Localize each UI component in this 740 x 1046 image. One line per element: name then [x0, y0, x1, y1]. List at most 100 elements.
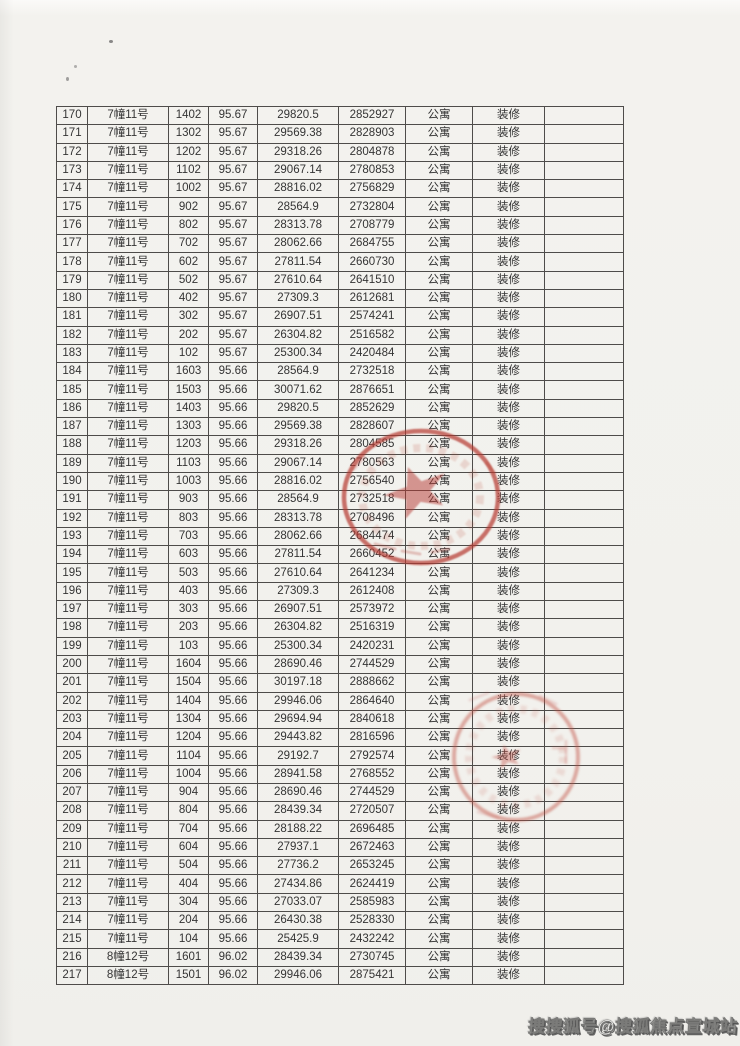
table-row: 206 7幢11号 1004 95.66 28941.58 2768552 公寓 装修	[56, 764, 624, 784]
table-cell: 装修	[472, 490, 545, 510]
table-cell: 公寓	[405, 380, 473, 400]
table-cell: 95.66	[208, 435, 258, 455]
table-cell: 96.02	[208, 947, 258, 967]
table-cell: 304	[168, 892, 209, 913]
table-cell: 28439.34	[257, 947, 339, 967]
table-row: 193 7幢11号 703 95.66 28062.66 2684474 公寓 装修	[56, 526, 624, 547]
table-cell: 95.66	[208, 490, 258, 510]
table-cell	[544, 581, 624, 602]
table-cell: 29067.14	[257, 160, 339, 181]
table-cell: 190	[56, 471, 88, 492]
table-cell	[544, 142, 624, 162]
table-cell: 公寓	[405, 581, 473, 602]
table-cell	[544, 929, 624, 949]
table-cell: 7幢11号	[87, 435, 169, 455]
table-cell: 1304	[168, 709, 209, 730]
table-cell	[544, 197, 624, 217]
table-cell: 603	[168, 545, 209, 565]
table-cell: 215	[56, 929, 88, 949]
table-cell: 7幢11号	[87, 691, 169, 711]
table-cell: 公寓	[405, 270, 473, 290]
table-cell: 7幢11号	[87, 673, 169, 693]
table-cell: 29443.82	[257, 728, 339, 748]
table-cell: 95.66	[208, 654, 258, 675]
table-cell	[544, 526, 624, 547]
table-row: 172 7幢11号 1202 95.67 29318.26 2804878 公寓 装修	[56, 142, 624, 162]
table-cell: 185	[56, 380, 88, 400]
table-cell: 95.67	[208, 215, 258, 236]
table-row: 214 7幢11号 204 95.66 26430.38 2528330 公寓 装修	[56, 911, 624, 931]
table-cell: 26430.38	[257, 911, 339, 931]
table-cell: 95.66	[208, 782, 258, 803]
table-cell: 175	[56, 197, 88, 217]
table-cell: 1104	[168, 746, 209, 766]
table-cell: 7幢11号	[87, 856, 169, 876]
table-cell	[544, 618, 624, 638]
table-cell: 198	[56, 618, 88, 638]
table-cell: 402	[168, 288, 209, 309]
table-cell: 2720507	[338, 801, 406, 821]
table-cell: 202	[168, 325, 209, 345]
table-cell: 公寓	[405, 179, 473, 199]
table-cell: 2876651	[338, 380, 406, 400]
table-cell: 26907.51	[257, 307, 339, 327]
table-cell	[544, 709, 624, 730]
table-cell	[544, 160, 624, 181]
table-cell: 7幢11号	[87, 782, 169, 803]
table-cell: 装修	[472, 270, 545, 290]
table-cell: 212	[56, 874, 88, 894]
table-cell: 公寓	[405, 563, 473, 583]
table-cell: 95.67	[208, 124, 258, 144]
table-cell: 公寓	[405, 124, 473, 144]
table-cell: 504	[168, 856, 209, 876]
table-cell: 96.02	[208, 965, 258, 986]
table-cell	[544, 947, 624, 967]
table-cell: 装修	[472, 526, 545, 547]
table-cell: 176	[56, 215, 88, 236]
table-cell: 95.67	[208, 105, 258, 126]
table-cell	[544, 270, 624, 290]
table-row: 191 7幢11号 903 95.66 28564.9 2732518 公寓 装修	[56, 490, 624, 510]
table-cell: 7幢11号	[87, 398, 169, 419]
table-cell: 装修	[472, 343, 545, 364]
table-cell: 173	[56, 160, 88, 181]
table-row: 185 7幢11号 1503 95.66 30071.62 2876651 公寓 装修	[56, 380, 624, 400]
table-cell: 95.66	[208, 453, 258, 473]
table-cell: 2828607	[338, 417, 406, 437]
table-cell: 2432242	[338, 929, 406, 949]
table-cell: 2756829	[338, 179, 406, 199]
table-cell: 2875421	[338, 965, 406, 986]
table-cell: 公寓	[405, 325, 473, 345]
table-cell: 25300.34	[257, 636, 339, 656]
table-cell: 200	[56, 654, 88, 675]
table-cell: 27736.2	[257, 856, 339, 876]
table-cell: 28062.66	[257, 234, 339, 254]
table-row: 212 7幢11号 404 95.66 27434.86 2624419 公寓 装修	[56, 874, 624, 894]
table-cell: 7幢11号	[87, 471, 169, 492]
table-row: 204 7幢11号 1204 95.66 29443.82 2816596 公寓 装修	[56, 728, 624, 748]
table-cell: 7幢11号	[87, 874, 169, 894]
table-cell	[544, 307, 624, 327]
table-cell: 2516319	[338, 618, 406, 638]
table-cell: 装修	[472, 252, 545, 272]
table-cell: 95.67	[208, 325, 258, 345]
table-cell: 装修	[472, 545, 545, 565]
table-cell: 2585983	[338, 892, 406, 913]
table-cell: 189	[56, 453, 88, 473]
watermark-text: 搜搜狐号@搜狐焦点宣城站	[527, 1017, 739, 1037]
table-cell: 2852927	[338, 105, 406, 126]
table-cell: 公寓	[405, 417, 473, 437]
table-cell: 1302	[168, 124, 209, 144]
table-cell: 27033.07	[257, 892, 339, 913]
table-cell	[544, 234, 624, 254]
table-cell: 204	[56, 728, 88, 748]
table-cell: 28564.9	[257, 490, 339, 510]
table-cell: 装修	[472, 947, 545, 967]
table-cell	[544, 856, 624, 876]
table-cell: 209	[56, 819, 88, 839]
table-cell: 7幢11号	[87, 362, 169, 382]
table-cell	[544, 179, 624, 199]
table-cell: 7幢11号	[87, 819, 169, 839]
table-cell: 211	[56, 856, 88, 876]
table-cell: 7幢11号	[87, 325, 169, 345]
